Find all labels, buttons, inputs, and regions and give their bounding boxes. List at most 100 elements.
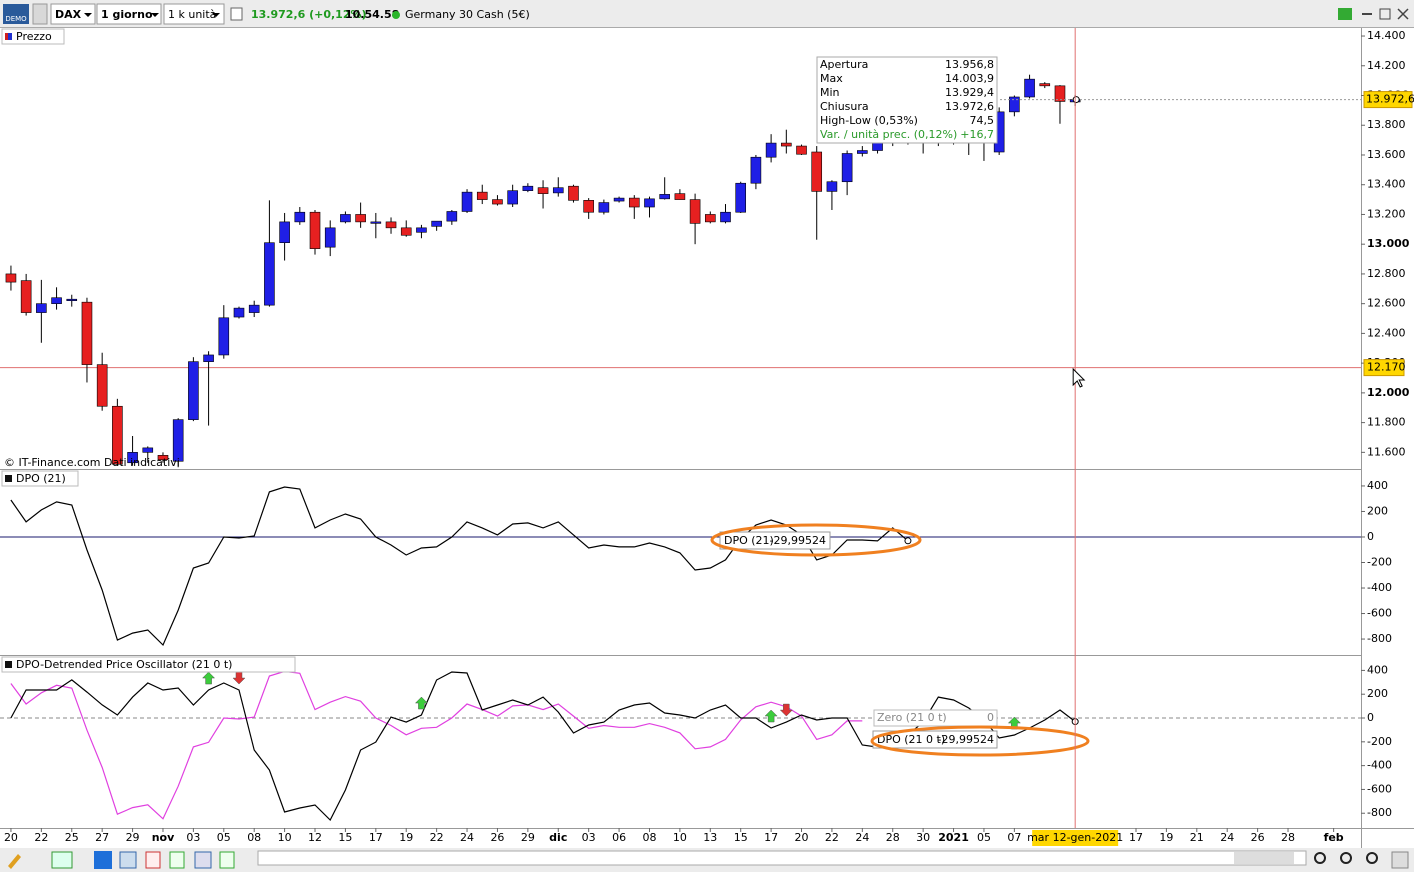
candle-body bbox=[781, 142, 792, 147]
x-tick-label: 24 bbox=[460, 831, 474, 844]
candle-body bbox=[294, 211, 306, 223]
info-icon[interactable] bbox=[230, 7, 243, 21]
tooltip-value: 14.003,9 bbox=[945, 72, 994, 85]
panel-title: Prezzo bbox=[16, 30, 52, 43]
minimize[interactable] bbox=[1362, 13, 1372, 15]
legend-box bbox=[873, 709, 998, 727]
candle-body bbox=[750, 156, 762, 184]
legend-box bbox=[719, 531, 831, 550]
candle-body bbox=[203, 354, 214, 362]
tool[interactable] bbox=[194, 851, 212, 869]
units-select[interactable] bbox=[163, 3, 225, 25]
refresh-icon[interactable] bbox=[1338, 8, 1352, 20]
candle-body bbox=[704, 214, 716, 223]
y-tick-label: 400 bbox=[1367, 479, 1388, 492]
draw-tool[interactable] bbox=[8, 854, 21, 869]
candle-body bbox=[36, 303, 47, 313]
scroll-thumb[interactable] bbox=[1234, 852, 1294, 864]
x-tick-label: 25 bbox=[65, 831, 79, 844]
cursor-dot bbox=[1072, 96, 1080, 104]
candle-body bbox=[96, 364, 108, 407]
candle-body bbox=[400, 227, 412, 236]
end-marker bbox=[904, 537, 912, 545]
candle-body bbox=[841, 153, 853, 183]
candle-body bbox=[1039, 83, 1051, 87]
x-tick-label: 24 bbox=[855, 831, 869, 844]
tool-button[interactable] bbox=[32, 3, 48, 25]
dropdown-arrow bbox=[84, 13, 92, 17]
candle-body bbox=[628, 197, 640, 208]
candle-body bbox=[1009, 96, 1020, 113]
y-tick-label: 13.000 bbox=[1367, 237, 1410, 250]
tool[interactable] bbox=[119, 851, 137, 869]
y-tick-label: -400 bbox=[1367, 759, 1392, 772]
dropdown-arrow bbox=[212, 13, 220, 17]
tool[interactable] bbox=[169, 851, 185, 869]
candle-body bbox=[112, 405, 123, 465]
x-tick-label: 20 bbox=[795, 831, 809, 844]
series-line bbox=[10, 486, 909, 647]
share-tool[interactable] bbox=[94, 851, 112, 869]
candle-body bbox=[157, 455, 169, 461]
y-tick-label: 12.600 bbox=[1367, 297, 1406, 310]
zoom-in[interactable] bbox=[1366, 852, 1378, 864]
candle-body bbox=[507, 190, 518, 205]
tooltip-value: 13.929,4 bbox=[945, 86, 994, 99]
highlight bbox=[710, 523, 922, 557]
demo-icon[interactable] bbox=[3, 4, 29, 24]
y-tick-label: 200 bbox=[1367, 687, 1388, 700]
y-tick-label: 11.600 bbox=[1367, 445, 1406, 458]
cursor-price-box bbox=[1363, 359, 1405, 377]
candle-body bbox=[857, 150, 868, 154]
x-tick-label: 15 bbox=[338, 831, 352, 844]
x-tick-label: 17 bbox=[1129, 831, 1143, 844]
x-tick-label: 22 bbox=[430, 831, 444, 844]
period-select[interactable] bbox=[96, 3, 162, 25]
y-tick-label: -800 bbox=[1367, 632, 1392, 645]
signal-arrow bbox=[764, 709, 778, 723]
cursor-date-label: mar 12-gen-2021 bbox=[1027, 831, 1123, 844]
tooltip-key: Var. / unità prec. (0,12%) bbox=[820, 128, 957, 141]
candle-body bbox=[127, 452, 138, 464]
dropdown-arrow bbox=[151, 13, 159, 17]
x-tick-label: 28 bbox=[886, 831, 900, 844]
tooltip-key: Max bbox=[820, 72, 843, 85]
y-tick-label: -600 bbox=[1367, 607, 1392, 620]
x-tick-label: 15 bbox=[734, 831, 748, 844]
source: © IT-Finance.com Dati indicativi bbox=[4, 456, 180, 469]
x-tick-label: 27 bbox=[95, 831, 109, 844]
y-tick-label: 14.400 bbox=[1367, 29, 1406, 42]
x-tick-label: 13 bbox=[703, 831, 717, 844]
axes: 14.40014.20014.00013.80013.60013.40013.2… bbox=[1, 28, 1414, 846]
candle-body bbox=[735, 182, 747, 213]
zoom-fit[interactable] bbox=[1314, 852, 1326, 864]
y-tick-label: -800 bbox=[1367, 806, 1392, 819]
candle-body bbox=[248, 304, 260, 313]
scrollbar[interactable] bbox=[257, 850, 1307, 866]
x-tick-label: 19 bbox=[399, 831, 413, 844]
candle-body bbox=[324, 227, 336, 248]
symbol-select[interactable] bbox=[50, 3, 96, 25]
close[interactable] bbox=[1397, 8, 1409, 20]
tool[interactable] bbox=[219, 851, 235, 869]
settings[interactable] bbox=[1391, 851, 1409, 869]
indicator-tool[interactable] bbox=[51, 851, 73, 869]
candle-body bbox=[674, 193, 686, 200]
x-tick-label: 08 bbox=[642, 831, 656, 844]
candle-body bbox=[613, 197, 625, 202]
candle-body bbox=[659, 194, 670, 200]
tooltip-value: 13.956,8 bbox=[945, 58, 994, 71]
x-tick-label: 29 bbox=[521, 831, 535, 844]
tooltip bbox=[816, 56, 998, 144]
zoom-out[interactable] bbox=[1340, 852, 1352, 864]
tooltip-key: Chiusura bbox=[820, 100, 869, 113]
units: 1 k unità bbox=[168, 8, 216, 21]
tool[interactable] bbox=[145, 851, 161, 869]
price-panel: © IT-Finance.com Dati indicativi Apertura… bbox=[0, 56, 1361, 469]
tooltip-value: 74,5 bbox=[970, 114, 995, 127]
y-tick-label: 11.800 bbox=[1367, 416, 1406, 429]
candle-body bbox=[5, 273, 17, 283]
y-tick-label: 400 bbox=[1367, 663, 1388, 676]
maximize[interactable] bbox=[1379, 8, 1391, 20]
candle-body bbox=[218, 317, 230, 356]
